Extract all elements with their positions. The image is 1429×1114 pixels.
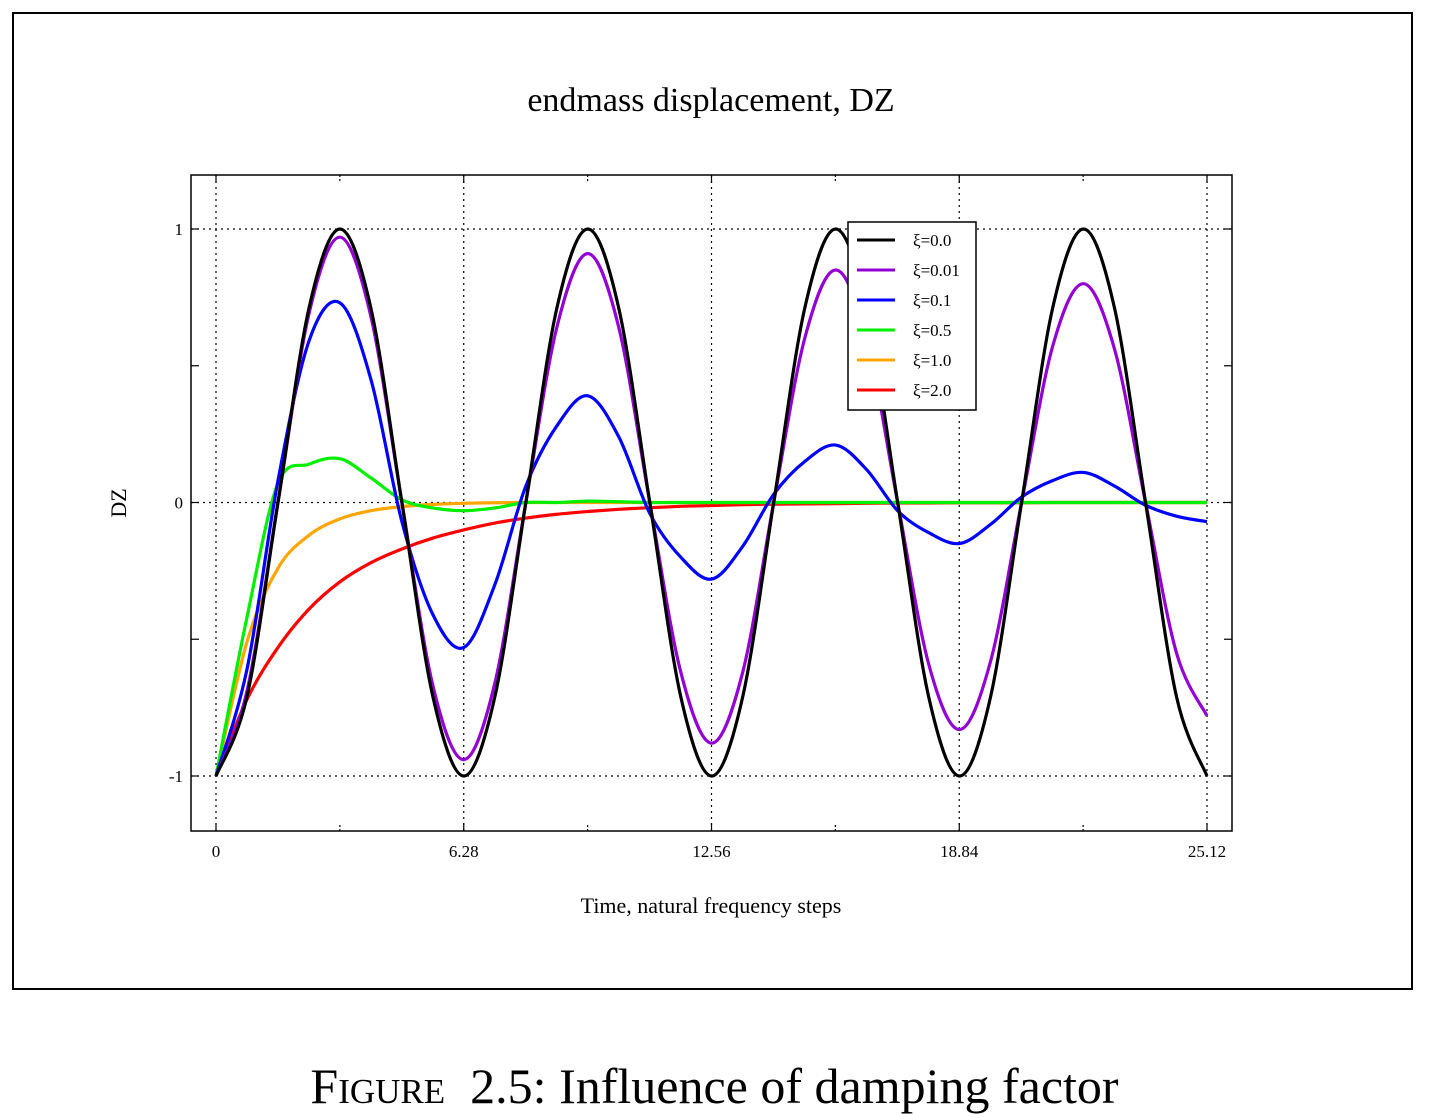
figure-caption: Figure 2.5: Influence of damping factor [0,1058,1429,1114]
x-axis-label: Time, natural frequency steps [581,893,842,918]
caption-label: Figure [310,1058,446,1114]
legend-box [847,221,977,411]
legend-label: ξ=0.5 [913,321,951,340]
legend: ξ=0.0 ξ=0.01 ξ=0.1 ξ=0.5 ξ=1.0 ξ=2.0 [847,221,977,411]
caption-text: Influence of damping factor [559,1058,1119,1114]
caption-number: 2.5: [470,1058,547,1114]
x-tick-label: 0 [212,842,221,861]
legend-label: ξ=2.0 [913,381,951,400]
x-tick-label: 25.12 [1188,842,1226,861]
y-tick-label: -1 [169,767,183,786]
y-axis-label: DZ [106,488,131,517]
y-tick-label: 1 [175,220,184,239]
legend-label: ξ=1.0 [913,351,951,370]
chart: endmass displacement, DZ 0 6.28 12.56 18.84… [106,82,1233,918]
series-line [214,227,1209,778]
x-tick-label: 18.84 [940,842,979,861]
legend-label: ξ=0.1 [913,291,951,310]
y-tick-label: 0 [175,494,184,513]
series-line [214,456,1207,777]
legend-label: ξ=0.01 [913,261,960,280]
series-line [214,299,1208,777]
axis-ticks: 0 6.28 12.56 18.84 25.12 1 0 -1 [169,175,1232,861]
series-lines [214,227,1209,778]
chart-title: endmass displacement, DZ [527,82,894,119]
x-tick-label: 6.28 [449,842,479,861]
figure-frame [12,12,1413,990]
legend-label: ξ=0.0 [913,231,951,250]
x-tick-label: 12.56 [692,842,730,861]
